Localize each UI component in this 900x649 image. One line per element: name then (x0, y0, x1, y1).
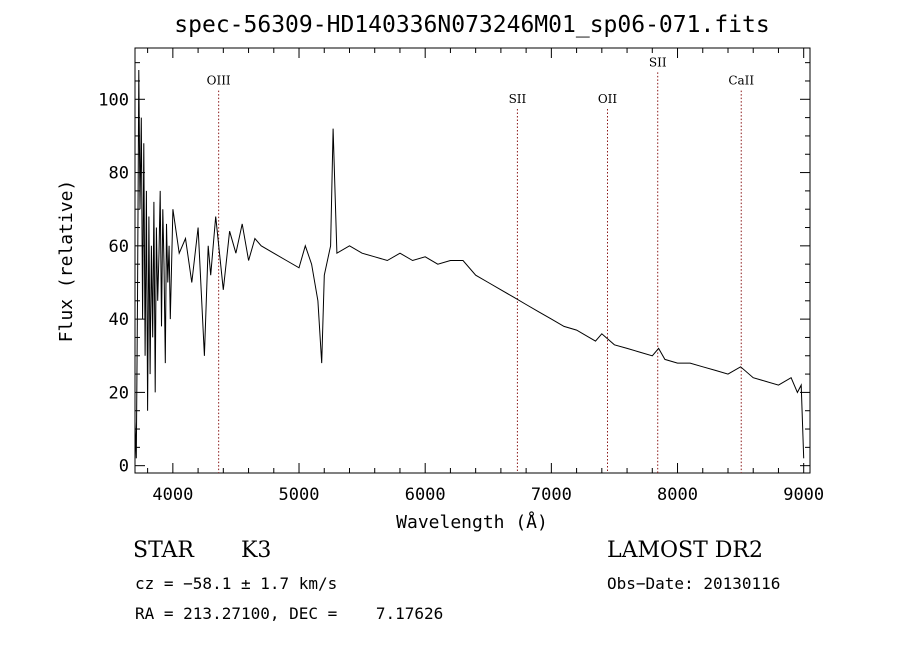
y-tick-label: 60 (109, 237, 129, 257)
observation-date: Obs−Date: 20130116 (607, 574, 781, 593)
x-axis-label: Wavelength (Å) (396, 511, 548, 533)
coordinates-readout: RA = 213.27100, DEC = 7.17626 (135, 604, 444, 623)
emission-line-label: SII (649, 55, 667, 69)
x-tick-label: 5000 (279, 485, 320, 505)
y-tick-label: 0 (119, 457, 129, 477)
x-tick-label: 7000 (531, 485, 572, 505)
y-tick-label: 80 (109, 164, 129, 184)
y-tick-label: 100 (98, 90, 129, 110)
chart-title: spec-56309-HD140336N073246M01_sp06-071.f… (174, 12, 769, 38)
survey-name: LAMOST DR2 (607, 538, 763, 563)
emission-line-markers: OIII SII OII SII CaII (207, 55, 754, 473)
y-tick-label: 20 (109, 383, 129, 403)
object-subclass: K3 (241, 538, 272, 563)
x-tick-label: 8000 (657, 485, 698, 505)
emission-line-label: OIII (207, 74, 231, 88)
x-tick-label: 9000 (783, 485, 824, 505)
plot-frame (134, 47, 811, 474)
emission-line-label: SII (509, 92, 527, 106)
axis-ticks: 4000 5000 6000 7000 8000 9000 0 20 40 60 80 100 (98, 48, 824, 505)
y-tick-label: 40 (109, 310, 129, 330)
y-axis-label: Flux (relative) (56, 180, 77, 343)
emission-line-label: OII (598, 92, 618, 106)
x-tick-label: 4000 (152, 485, 193, 505)
spectrum-line (134, 69, 805, 459)
redshift-readout: cz = −58.1 ± 1.7 km/s (135, 574, 338, 593)
emission-line-label: CaII (728, 74, 754, 88)
x-tick-label: 6000 (405, 485, 446, 505)
object-class: STAR (133, 538, 194, 563)
